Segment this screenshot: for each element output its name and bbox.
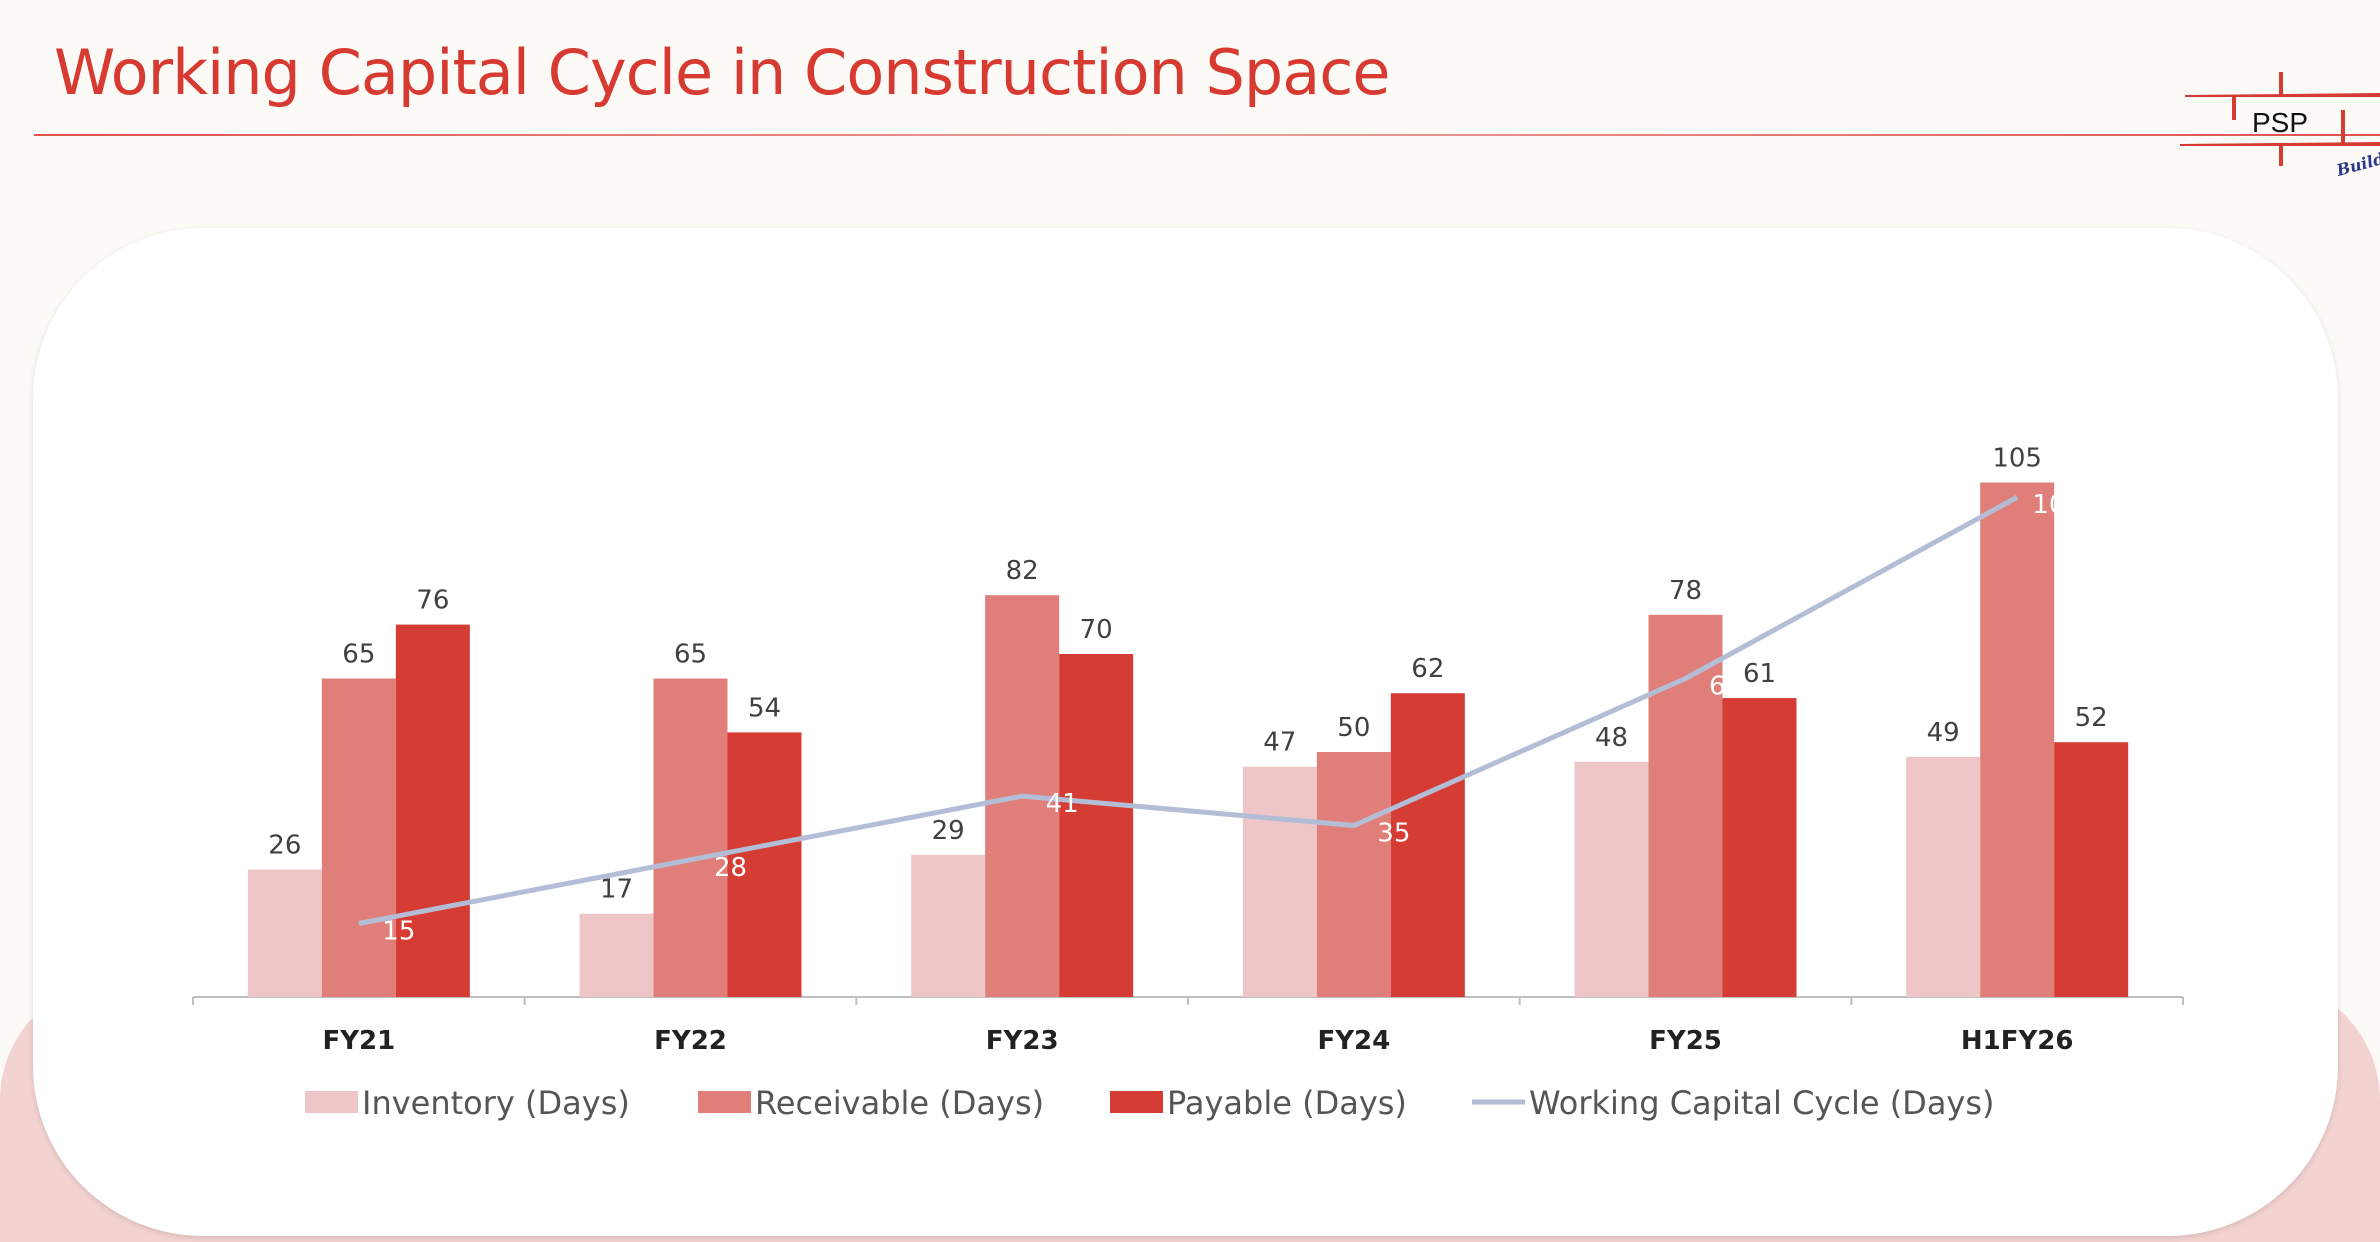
bar-value-label: 65 bbox=[674, 640, 707, 670]
bar-inventory bbox=[1906, 756, 1981, 997]
bar-payable bbox=[727, 732, 802, 997]
bar-value-label: 76 bbox=[416, 586, 449, 616]
svg-text:PSP: PSP bbox=[2252, 107, 2308, 138]
page-title: Working Capital Cycle in Construction Sp… bbox=[54, 36, 1390, 109]
bar-payable bbox=[1059, 654, 1134, 997]
bar-value-label: 29 bbox=[932, 816, 965, 846]
legend-swatch bbox=[1110, 1091, 1163, 1113]
bar-value-label: 49 bbox=[1927, 718, 1960, 748]
bar-receivable bbox=[1980, 482, 2055, 997]
bar-value-label: 54 bbox=[748, 693, 781, 723]
bar-value-label: 82 bbox=[1006, 556, 1039, 586]
bar-payable bbox=[2054, 742, 2129, 997]
legend-label: Payable (Days) bbox=[1167, 1084, 1407, 1122]
bar-inventory bbox=[911, 854, 986, 997]
bar-payable bbox=[1390, 693, 1465, 997]
category-label: FY23 bbox=[986, 1026, 1059, 1056]
bar-inventory bbox=[1242, 766, 1317, 997]
legend-label: Working Capital Cycle (Days) bbox=[1529, 1084, 1995, 1122]
bar-value-label: 70 bbox=[1080, 615, 1113, 645]
bar-value-label: 78 bbox=[1669, 576, 1702, 606]
bar-value-label: 26 bbox=[268, 831, 301, 861]
bar-receivable bbox=[1316, 752, 1391, 997]
line-working-capital-cycle bbox=[358, 495, 2019, 926]
bar-value-label: 47 bbox=[1263, 728, 1296, 758]
bar-inventory bbox=[579, 913, 654, 997]
bar-payable bbox=[1722, 698, 1797, 997]
bar-value-label: 17 bbox=[600, 875, 633, 905]
bar-receivable bbox=[321, 678, 396, 997]
psp-logo: PSP Build t bbox=[2180, 72, 2380, 180]
bar-inventory bbox=[1574, 761, 1649, 997]
bar-value-label: 52 bbox=[2075, 703, 2108, 733]
category-label: FY24 bbox=[1317, 1026, 1390, 1056]
line-value-label: 35 bbox=[1377, 819, 1410, 849]
bar-inventory bbox=[247, 869, 322, 997]
bar-value-label: 65 bbox=[342, 640, 375, 670]
bar-payable bbox=[395, 624, 470, 997]
line-value-label: 28 bbox=[714, 853, 747, 883]
legend-label: Inventory (Days) bbox=[362, 1084, 630, 1122]
bar-receivable bbox=[653, 678, 728, 997]
legend-label: Receivable (Days) bbox=[755, 1084, 1044, 1122]
line-value-label: 15 bbox=[382, 917, 415, 947]
bar-value-label: 62 bbox=[1411, 654, 1444, 684]
bar-value-label: 48 bbox=[1595, 723, 1628, 753]
line-value-label: 65 bbox=[1709, 672, 1742, 702]
bar-value-label: 61 bbox=[1743, 659, 1776, 689]
bar-value-label: 50 bbox=[1337, 713, 1370, 743]
category-label: FY25 bbox=[1649, 1026, 1722, 1056]
legend-swatch bbox=[305, 1091, 358, 1113]
category-label: FY21 bbox=[322, 1026, 395, 1056]
line-value-label: 102 bbox=[2032, 490, 2082, 520]
legend-swatch bbox=[698, 1091, 751, 1113]
category-label: FY22 bbox=[654, 1026, 727, 1056]
title-divider bbox=[34, 134, 2380, 136]
line-value-label: 41 bbox=[1046, 789, 1079, 819]
bar-value-label: 105 bbox=[1992, 444, 2042, 474]
category-label: H1FY26 bbox=[1961, 1026, 2074, 1056]
